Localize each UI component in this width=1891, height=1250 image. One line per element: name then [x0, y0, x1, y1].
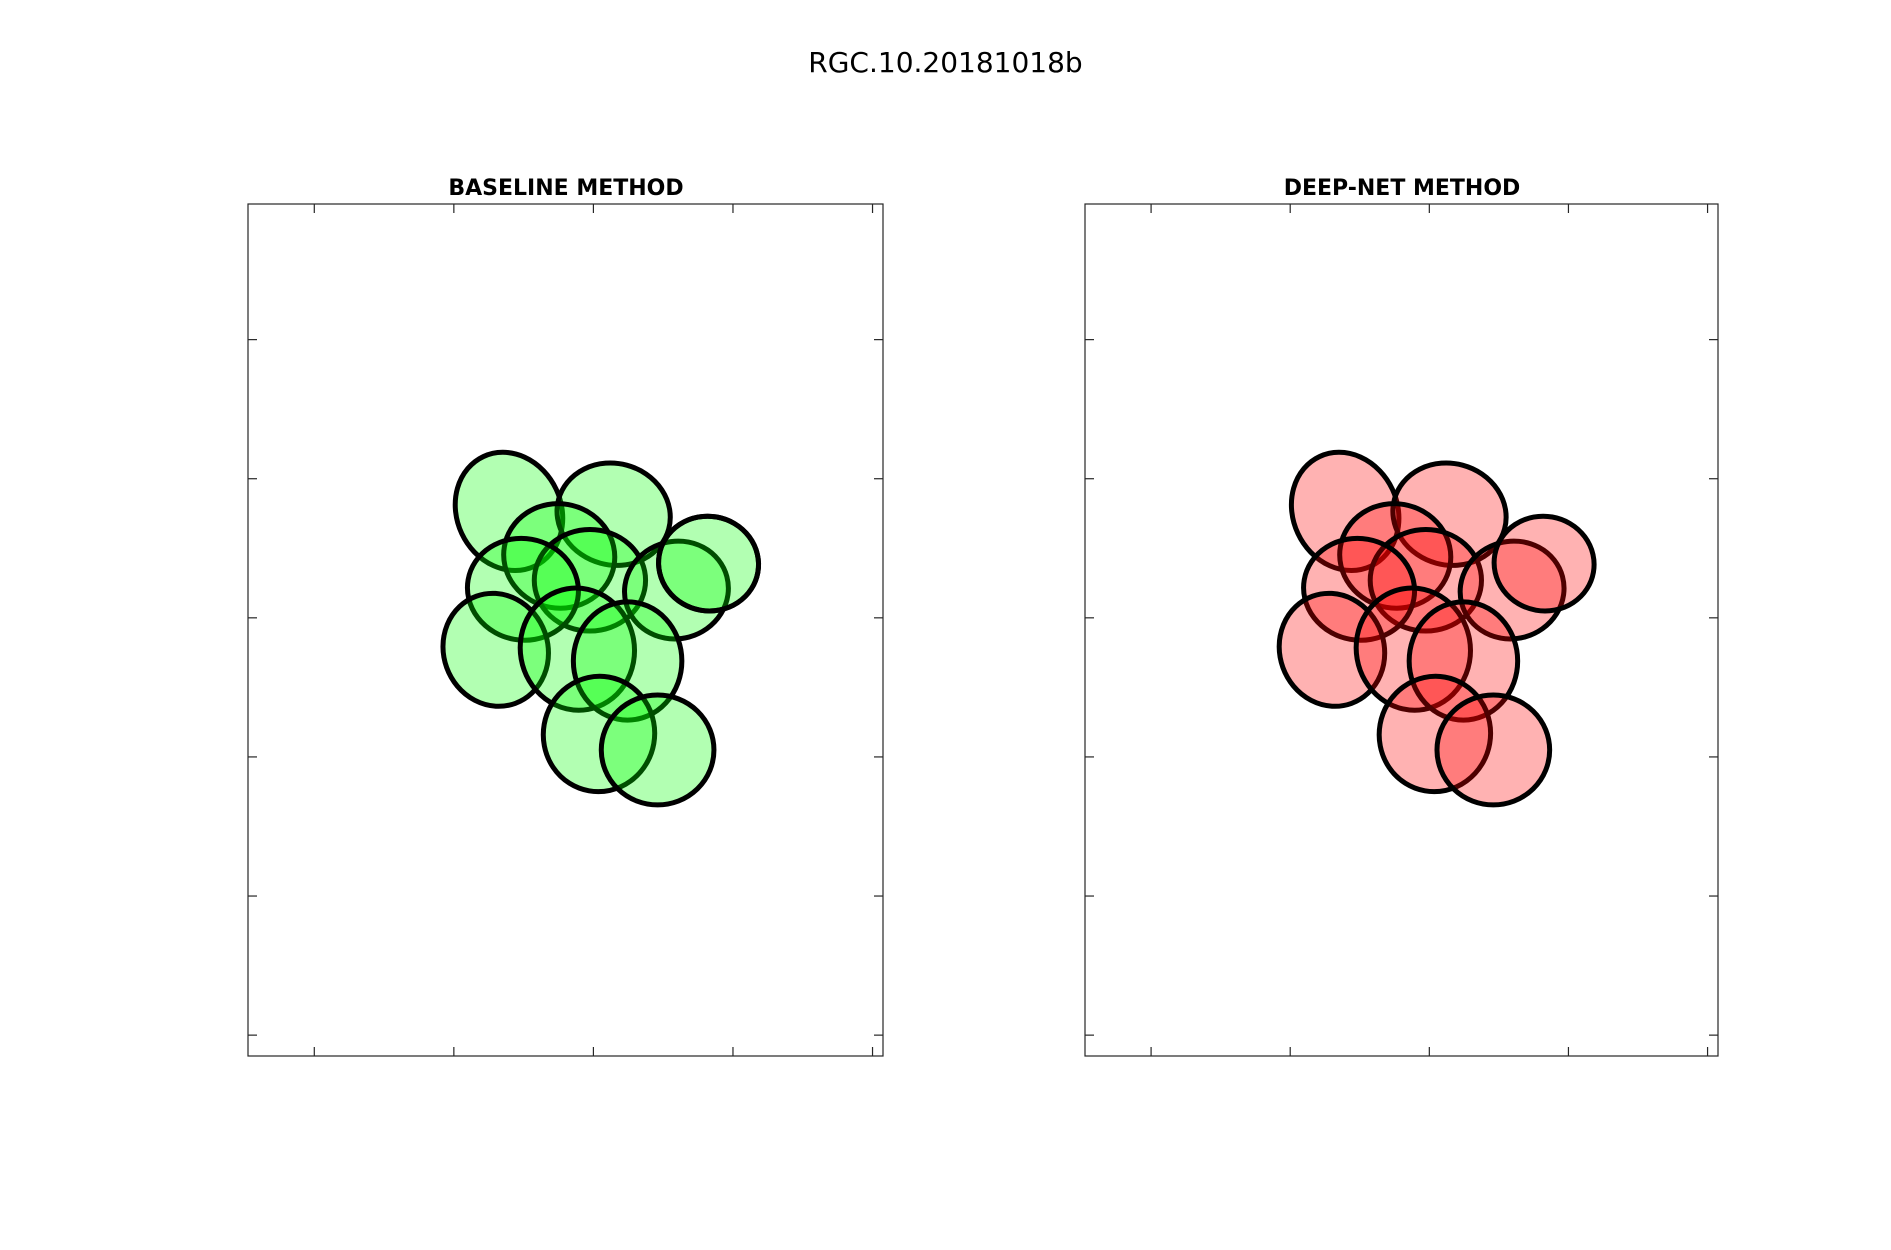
deepnet-panel-title: DEEP-NET METHOD: [1284, 176, 1521, 201]
deepnet-receptive-field-ellipse: [1491, 513, 1597, 614]
deepnet-panel: DEEP-NET METHOD: [1084, 176, 1719, 1057]
deepnet-ellipses: [1276, 449, 1597, 808]
deepnet-receptive-field-ellipse: [1390, 460, 1509, 568]
baseline-receptive-field-ellipse: [570, 599, 685, 723]
deepnet-receptive-field-ellipse: [1276, 590, 1388, 709]
deepnet-receptive-field-ellipse: [1353, 585, 1473, 713]
baseline-panel: BASELINE METHOD: [247, 176, 884, 1057]
baseline-ellipses: [440, 449, 762, 808]
baseline-receptive-field-ellipse: [598, 692, 717, 808]
deepnet-receptive-field-ellipse: [1301, 535, 1418, 643]
deepnet-receptive-field-ellipse: [1434, 692, 1553, 808]
baseline-receptive-field-ellipse: [554, 460, 673, 568]
baseline-receptive-field-ellipse: [464, 535, 581, 643]
baseline-receptive-field-ellipse: [517, 585, 638, 713]
baseline-axes-frame: [247, 203, 884, 1057]
baseline-receptive-field-ellipse: [656, 513, 762, 614]
baseline-receptive-field-ellipse: [440, 590, 551, 709]
deepnet-axes-frame: [1084, 203, 1719, 1057]
deepnet-receptive-field-ellipse: [1406, 599, 1521, 723]
baseline-panel-title: BASELINE METHOD: [448, 176, 683, 201]
figure-title: RGC.10.20181018b: [808, 46, 1083, 79]
baseline-ticks: [248, 204, 883, 1056]
deepnet-ticks: [1085, 204, 1718, 1056]
